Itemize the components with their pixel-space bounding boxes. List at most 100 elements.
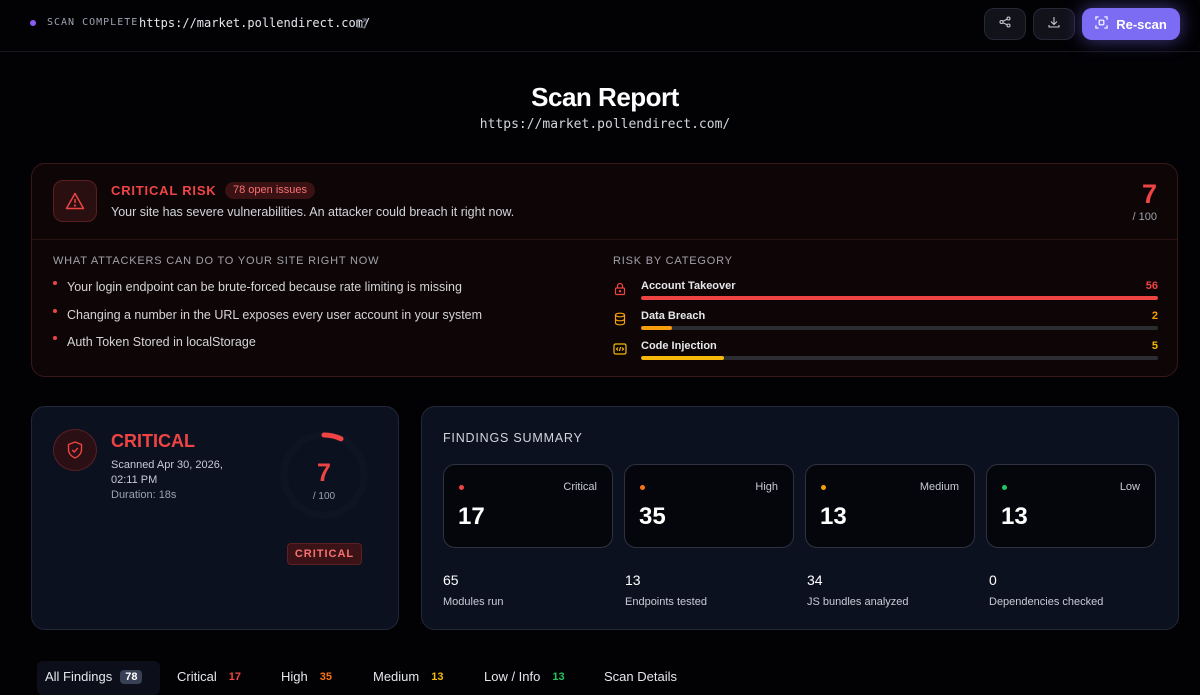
tab-label: Low / Info	[484, 669, 541, 684]
tab-label: Scan Details	[604, 669, 677, 684]
tab-count: 35	[319, 670, 332, 683]
tab-count: 13	[552, 670, 565, 683]
category-bar-fill	[641, 296, 1158, 300]
attack-list: Your login endpoint can be brute-forced …	[53, 280, 482, 363]
open-issues-badge: 78 open issues	[225, 182, 315, 199]
category-bar-fill	[641, 356, 724, 360]
severity-dot	[640, 485, 645, 490]
external-link-icon[interactable]	[356, 16, 370, 30]
category-bar	[641, 296, 1158, 300]
severity-count: 13	[820, 503, 847, 530]
tab-count: 17	[228, 670, 241, 683]
top-bar: SCAN COMPLETE https://market.pollendirec…	[0, 0, 1200, 52]
score-gauge	[280, 431, 368, 519]
status-dot	[30, 20, 36, 26]
rescan-button[interactable]: Re-scan	[1082, 8, 1180, 40]
severity-critical[interactable]: Critical 17	[443, 464, 613, 548]
risk-score-max: / 100	[1132, 211, 1157, 223]
category-data-breach: Data Breach 2	[613, 310, 1158, 336]
stat-label: Modules run	[443, 596, 504, 608]
attack-item: Auth Token Stored in localStorage	[53, 335, 482, 363]
severity-high[interactable]: High 35	[624, 464, 794, 548]
tab-low-info[interactable]: Low / Info 13	[484, 669, 565, 684]
stat-label: Endpoints tested	[625, 596, 707, 608]
risk-score: 7	[1141, 179, 1157, 209]
scan-duration: Duration: 18s	[111, 489, 177, 501]
tab-label: Medium	[373, 669, 420, 684]
severity-count: 35	[639, 503, 666, 530]
stat-value: 65	[443, 572, 459, 588]
stat-dependencies: 0 Dependencies checked	[989, 572, 1103, 608]
stat-endpoints: 13 Endpoints tested	[625, 572, 707, 608]
severity-count: 13	[1001, 503, 1028, 530]
attack-item: Changing a number in the URL exposes eve…	[53, 308, 482, 336]
severity-name: Critical	[563, 481, 597, 493]
stat-modules: 65 Modules run	[443, 572, 504, 608]
category-value: 56	[1145, 280, 1158, 292]
severity-low[interactable]: Low 13	[986, 464, 1156, 548]
stat-value: 34	[807, 572, 823, 588]
tab-medium[interactable]: Medium 13	[373, 669, 444, 684]
stat-label: JS bundles analyzed	[807, 596, 909, 608]
share-icon	[999, 15, 1011, 33]
tab-count: 78	[120, 669, 143, 684]
download-icon	[1048, 15, 1060, 33]
severity-dot	[1002, 485, 1007, 490]
severity-name: High	[755, 481, 778, 493]
tab-count: 13	[431, 670, 444, 683]
stat-label: Dependencies checked	[989, 596, 1104, 608]
database-icon	[613, 312, 627, 326]
severity-dot	[821, 485, 826, 490]
tab-label: Critical	[177, 669, 217, 684]
scan-status: SCAN COMPLETE	[47, 17, 139, 28]
gauge-arc	[281, 432, 367, 518]
score-card: CRITICAL Scanned Apr 30, 2026, 02:11 PM …	[31, 406, 399, 630]
attack-item: Your login endpoint can be brute-forced …	[53, 280, 482, 308]
stat-value: 0	[989, 572, 997, 588]
scan-meta: Scanned Apr 30, 2026, 02:11 PM Duration:…	[111, 458, 241, 503]
category-code-injection: Code Injection 5	[613, 340, 1158, 366]
risk-card: CRITICAL RISK 78 open issues Your site h…	[31, 163, 1178, 377]
stat-js-bundles: 34 JS bundles analyzed	[807, 572, 909, 608]
score-value: 7	[317, 459, 331, 487]
attacks-heading: WHAT ATTACKERS CAN DO TO YOUR SITE RIGHT…	[53, 255, 380, 267]
category-name: Account Takeover	[641, 280, 736, 292]
category-bar	[641, 356, 1158, 360]
download-button[interactable]	[1033, 8, 1075, 40]
tab-all-findings[interactable]: All Findings 78	[45, 669, 143, 684]
shield-icon	[53, 429, 97, 471]
score-max: / 100	[312, 491, 336, 502]
lock-icon	[613, 282, 627, 296]
severity-badge: CRITICAL	[287, 543, 362, 565]
tab-label: All Findings	[45, 669, 113, 684]
rescan-label: Re-scan	[1116, 16, 1167, 32]
score-level: CRITICAL	[111, 431, 195, 451]
risk-level: CRITICAL RISK	[111, 183, 217, 198]
risk-description: Your site has severe vulnerabilities. An…	[111, 205, 515, 219]
tab-high[interactable]: High 35	[281, 669, 332, 684]
scan-date: Scanned Apr 30, 2026, 02:11 PM	[111, 459, 223, 486]
category-value: 2	[1151, 310, 1158, 322]
category-name: Code Injection	[641, 340, 717, 352]
tab-scan-details[interactable]: Scan Details	[604, 669, 677, 684]
risk-summary: CRITICAL RISK 78 open issues Your site h…	[32, 164, 1177, 240]
stat-value: 13	[625, 572, 641, 588]
code-icon	[613, 342, 627, 356]
severity-dot	[459, 485, 464, 490]
findings-heading: FINDINGS SUMMARY	[443, 431, 583, 445]
category-account-takeover: Account Takeover 56	[613, 280, 1158, 306]
category-bar	[641, 326, 1158, 330]
warning-icon	[53, 180, 97, 222]
severity-medium[interactable]: Medium 13	[805, 464, 975, 548]
categories-heading: RISK BY CATEGORY	[613, 255, 733, 267]
share-button[interactable]	[984, 8, 1026, 40]
tab-critical[interactable]: Critical 17	[177, 669, 241, 684]
scan-icon	[1095, 16, 1108, 32]
severity-name: Low	[1119, 481, 1140, 493]
scanned-url: https://market.pollendirect.com/	[139, 16, 371, 30]
page-title: Scan Report	[531, 82, 679, 112]
category-value: 5	[1151, 340, 1158, 352]
severity-count: 17	[458, 503, 485, 530]
tab-label: High	[281, 669, 308, 684]
category-bar-fill	[641, 326, 673, 330]
